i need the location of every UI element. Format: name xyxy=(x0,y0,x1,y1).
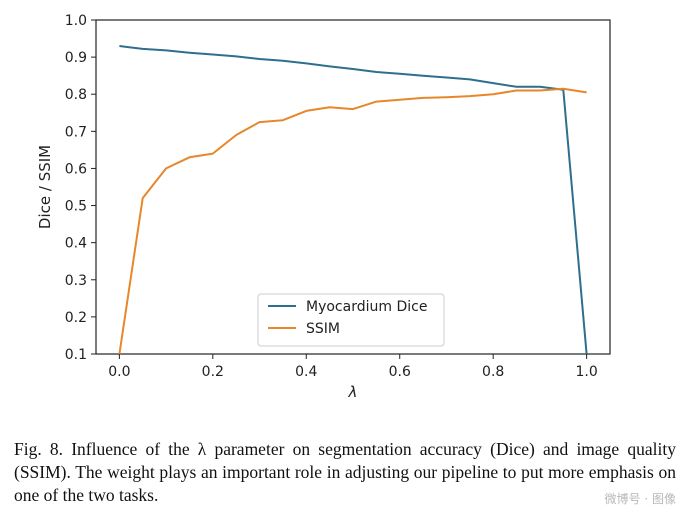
y-tick-label: 1.0 xyxy=(65,13,87,29)
series-line-1 xyxy=(118,87,587,355)
legend-box xyxy=(257,293,445,347)
y-tick-label: 0.2 xyxy=(65,310,87,326)
y-axis: 0.1 0.2 0.3 0.4 0.5 0.6 0.7 0.8 0.9 1.0 xyxy=(65,13,96,363)
y-tick-label: 0.7 xyxy=(65,124,87,140)
x-tick-label: 0.2 xyxy=(202,364,224,380)
y-tick-label: 0.8 xyxy=(65,87,87,103)
y-tick-label: 0.6 xyxy=(65,161,87,177)
watermark: 微博号 · 图像 xyxy=(604,492,676,506)
series-line-0 xyxy=(119,45,588,355)
legend-label: Myocardium Dice xyxy=(306,299,427,315)
series-lines xyxy=(118,45,588,355)
x-tick-label: 0.8 xyxy=(482,364,504,380)
x-tick-label: 1.0 xyxy=(576,364,598,380)
y-tick-label: 0.9 xyxy=(65,50,87,66)
x-axis: 0.0 0.2 0.4 0.6 0.8 1.0 xyxy=(108,354,598,380)
line-chart: 0.0 0.2 0.4 0.6 0.8 1.0 0.1 0.2 0.3 0.4 0.5 0.6 0.7… xyxy=(36,13,611,401)
plot-border xyxy=(95,19,611,355)
plot-area xyxy=(95,19,611,355)
x-tick-label: 0.6 xyxy=(389,364,411,380)
y-tick-label: 0.5 xyxy=(65,199,87,215)
x-tick-label: 0.4 xyxy=(295,364,317,380)
x-tick-label: 0.0 xyxy=(108,364,130,380)
legend: Myocardium Dice SSIM xyxy=(257,293,445,347)
figure-caption: Fig. 8. Influence of the λ parameter on … xyxy=(14,439,676,505)
y-tick-label: 0.4 xyxy=(65,236,87,252)
y-tick-label: 0.3 xyxy=(65,273,87,289)
x-axis-label: λ xyxy=(348,383,358,401)
y-axis-label: Dice / SSIM xyxy=(36,145,54,229)
y-tick-label: 0.1 xyxy=(65,347,87,363)
legend-label: SSIM xyxy=(306,321,340,337)
